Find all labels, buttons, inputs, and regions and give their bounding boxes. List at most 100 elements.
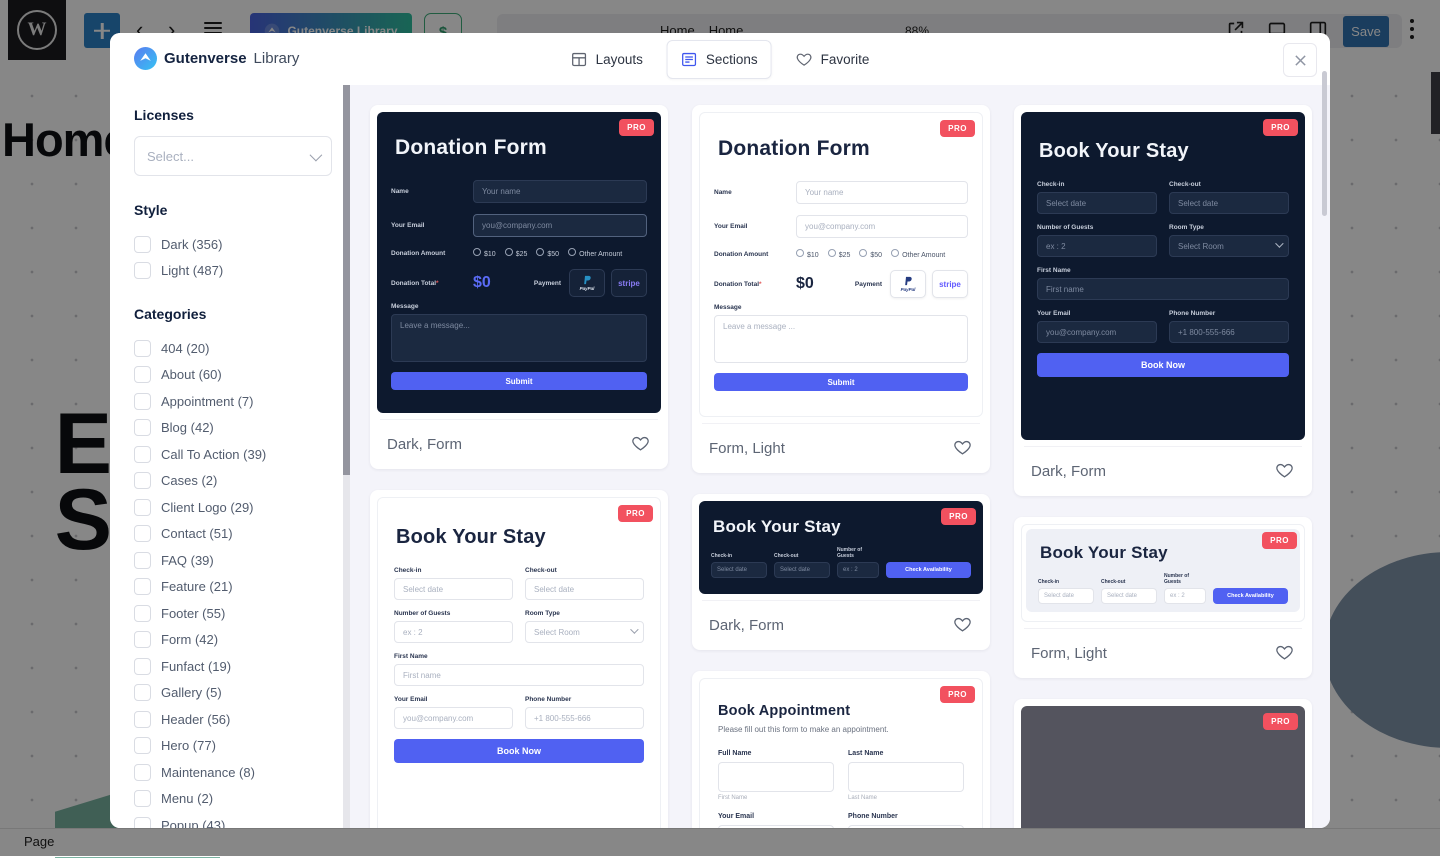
page-title-heading: Home — [2, 113, 130, 166]
editor-footer: Page — [0, 828, 1440, 857]
gutenverse-library-modal: Gutenverse Library Layouts Sections Favo… — [110, 33, 1330, 828]
categories-heading: Categories — [134, 306, 207, 322]
close-button[interactable] — [1283, 43, 1317, 77]
section-card-donation-form-light[interactable]: PRO Donation Form Name Your name Your Ema… — [692, 105, 990, 473]
checkbox[interactable] — [134, 262, 151, 280]
wordpress-logo[interactable]: W — [8, 0, 66, 60]
section-card-book-stay-dark-compact[interactable]: PRO Book Your Stay Check-in Select date C… — [692, 494, 990, 650]
category-filter-list: 404 (20) About (60) Appointment (7) Blog… — [134, 335, 332, 828]
category-checkbox-item[interactable]: About (60) — [134, 362, 332, 389]
close-icon — [1294, 54, 1306, 66]
section-card-book-stay-light[interactable]: PRO Book Your Stay Check-in Select date C… — [370, 490, 668, 828]
undo-icon[interactable]: ‹ — [136, 17, 144, 42]
checkbox[interactable] — [134, 710, 151, 728]
favorite-heart-icon[interactable] — [953, 438, 973, 458]
redo-icon[interactable]: › — [168, 17, 176, 42]
checkbox[interactable] — [134, 631, 151, 649]
section-card-donation-form-dark[interactable]: PRO Donation Form Name Your name Your Ema… — [370, 105, 668, 469]
favorite-heart-icon[interactable] — [953, 615, 973, 635]
section-card-book-stay-light-compact[interactable]: PRO Book Your Stay Check-in Select date C… — [1014, 517, 1312, 678]
category-checkbox-item[interactable]: FAQ (39) — [134, 547, 332, 574]
category-checkbox-item[interactable]: 404 (20) — [134, 335, 332, 362]
category-checkbox-item[interactable]: Form (42) — [134, 627, 332, 654]
check-availability-button-preview: Check Availability — [886, 562, 971, 578]
paypal-badge: PayPal — [569, 269, 605, 297]
checkbox[interactable] — [134, 419, 151, 437]
category-checkbox-item[interactable]: Menu (2) — [134, 786, 332, 813]
category-checkbox-item[interactable]: Maintenance (8) — [134, 759, 332, 786]
tab-favorite[interactable]: Favorite — [782, 40, 884, 79]
checkbox[interactable] — [134, 339, 151, 357]
checkbox[interactable] — [134, 551, 151, 569]
pro-badge: PRO — [618, 505, 653, 522]
pro-badge: PRO — [1262, 532, 1297, 549]
card-preview: PRO Book Your Stay Check-in Select date C… — [1021, 112, 1305, 440]
modal-header: Gutenverse Library Layouts Sections Favo… — [110, 33, 1330, 86]
pro-badge: PRO — [941, 508, 976, 525]
checkbox[interactable] — [134, 578, 151, 596]
licenses-select[interactable]: Select... — [134, 136, 332, 176]
checkbox[interactable] — [134, 445, 151, 463]
pro-badge: PRO — [619, 119, 654, 136]
category-checkbox-item[interactable]: Hero (77) — [134, 733, 332, 760]
checkbox[interactable] — [134, 763, 151, 781]
card-preview: PRO — [1021, 706, 1305, 828]
page-scrollbar-thumb[interactable] — [1431, 72, 1440, 134]
card-label: Form, Light — [709, 439, 785, 457]
sidebar-scrollbar[interactable] — [343, 85, 350, 828]
favorite-heart-icon[interactable] — [631, 434, 651, 454]
favorite-heart-icon[interactable] — [1275, 643, 1295, 663]
checkbox[interactable] — [134, 604, 151, 622]
category-checkbox-item[interactable]: Call To Action (39) — [134, 441, 332, 468]
checkbox[interactable] — [134, 790, 151, 808]
sections-icon — [682, 52, 697, 67]
section-card-misc[interactable]: PRO — [1014, 699, 1312, 828]
check-availability-button-preview: Check Availability — [1213, 588, 1288, 604]
tab-layouts[interactable]: Layouts — [557, 40, 657, 79]
category-checkbox-item[interactable]: Feature (21) — [134, 574, 332, 601]
category-checkbox-item[interactable]: Client Logo (29) — [134, 494, 332, 521]
checkbox[interactable] — [134, 657, 151, 675]
stripe-badge: stripe — [611, 269, 647, 297]
style-filter-list: Dark (356) Light (487) — [134, 231, 332, 284]
licenses-heading: Licenses — [134, 107, 194, 123]
checkbox[interactable] — [134, 235, 151, 253]
category-checkbox-item[interactable]: Header (56) — [134, 706, 332, 733]
options-menu-icon[interactable] — [1410, 19, 1416, 41]
category-checkbox-item[interactable]: Contact (51) — [134, 521, 332, 548]
brand-suffix: Library — [253, 50, 300, 67]
style-checkbox-item[interactable]: Light (487) — [134, 258, 332, 285]
breadcrumb: Page — [24, 834, 55, 849]
tab-sections[interactable]: Sections — [666, 40, 772, 79]
layouts-icon — [572, 52, 587, 67]
category-checkbox-item[interactable]: Appointment (7) — [134, 388, 332, 415]
checkbox[interactable] — [134, 684, 151, 702]
pro-badge: PRO — [1263, 713, 1298, 730]
checkbox[interactable] — [134, 737, 151, 755]
category-checkbox-item[interactable]: Blog (42) — [134, 415, 332, 442]
checkbox[interactable] — [134, 366, 151, 384]
tab-bar: Layouts Sections Favorite — [557, 40, 884, 79]
card-preview: PRO Book Your Stay Check-in Select date C… — [377, 497, 661, 828]
category-checkbox-item[interactable]: Funfact (19) — [134, 653, 332, 680]
category-checkbox-item[interactable]: Gallery (5) — [134, 680, 332, 707]
category-checkbox-item[interactable]: Cases (2) — [134, 468, 332, 495]
category-checkbox-item[interactable]: Popup (43) — [134, 812, 332, 828]
checkbox[interactable] — [134, 816, 151, 828]
checkbox[interactable] — [134, 525, 151, 543]
checkbox[interactable] — [134, 498, 151, 516]
save-button[interactable]: Save — [1343, 16, 1389, 47]
section-card-book-appointment[interactable]: PRO Book Appointment Please fill out thi… — [692, 671, 990, 828]
paypal-badge: PayPal — [890, 270, 926, 298]
favorite-heart-icon[interactable] — [1275, 461, 1295, 481]
checkbox[interactable] — [134, 392, 151, 410]
favorite-heart-icon — [796, 53, 812, 66]
section-card-book-stay-dark[interactable]: PRO Book Your Stay Check-in Select date C… — [1014, 105, 1312, 496]
content-scrollbar-thumb[interactable] — [1322, 71, 1327, 216]
style-checkbox-item[interactable]: Dark (356) — [134, 231, 332, 258]
checkbox[interactable] — [134, 472, 151, 490]
paypal-icon — [583, 275, 591, 285]
submit-button-preview: Submit — [714, 373, 968, 391]
pro-badge: PRO — [940, 120, 975, 137]
category-checkbox-item[interactable]: Footer (55) — [134, 600, 332, 627]
